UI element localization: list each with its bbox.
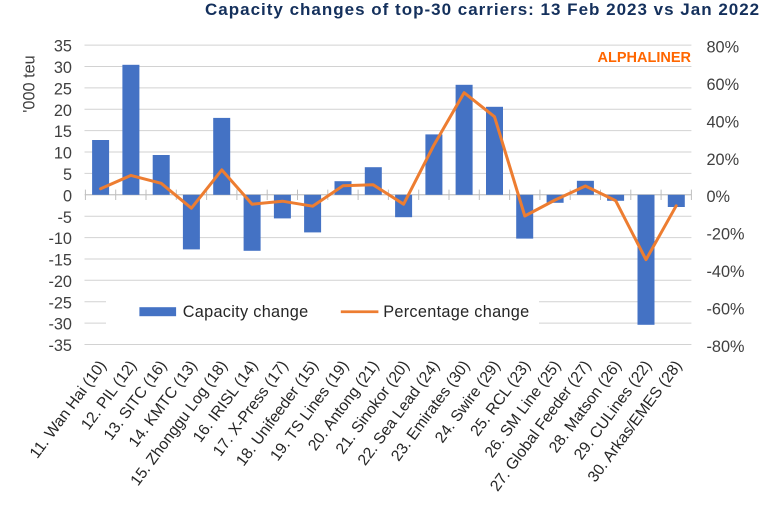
- svg-text:-40%: -40%: [707, 263, 745, 281]
- svg-text:80%: 80%: [707, 39, 740, 57]
- svg-text:'000 teu: '000 teu: [21, 55, 39, 112]
- svg-text:-20%: -20%: [707, 226, 745, 244]
- svg-text:40%: 40%: [707, 113, 740, 131]
- svg-text:30: 30: [54, 59, 72, 77]
- svg-text:-5: -5: [58, 209, 72, 227]
- svg-text:-25: -25: [48, 294, 72, 312]
- svg-text:35: 35: [54, 38, 72, 56]
- svg-text:25: 25: [54, 81, 72, 99]
- svg-text:10: 10: [54, 145, 72, 163]
- svg-text:ALPHALINER: ALPHALINER: [598, 50, 692, 66]
- svg-text:5: 5: [63, 166, 72, 184]
- svg-text:60%: 60%: [707, 76, 740, 94]
- svg-text:0%: 0%: [707, 188, 731, 206]
- svg-text:Capacity changes of top-30 car: Capacity changes of top-30 carriers: 13 …: [205, 0, 760, 19]
- svg-text:15: 15: [54, 123, 72, 141]
- svg-text:0: 0: [63, 187, 72, 205]
- svg-text:Percentage change: Percentage change: [383, 303, 529, 321]
- svg-text:-30: -30: [48, 316, 72, 334]
- svg-text:-80%: -80%: [707, 338, 745, 356]
- svg-text:-20: -20: [48, 273, 72, 291]
- svg-text:Capacity change: Capacity change: [183, 303, 309, 321]
- svg-text:-10: -10: [48, 230, 72, 248]
- svg-text:20: 20: [54, 102, 72, 120]
- svg-text:-60%: -60%: [707, 301, 745, 319]
- svg-text:-35: -35: [48, 337, 72, 355]
- svg-text:-15: -15: [48, 252, 72, 270]
- svg-text:20%: 20%: [707, 151, 740, 169]
